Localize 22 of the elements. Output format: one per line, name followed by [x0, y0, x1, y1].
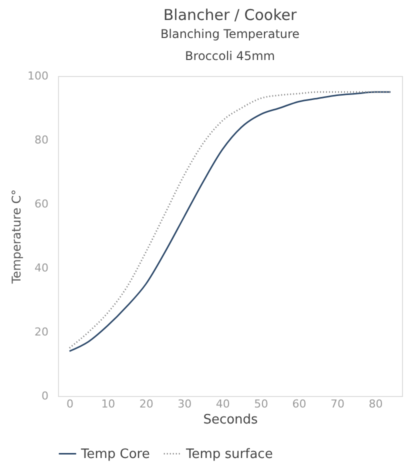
x-tick-label: 30 [178, 398, 192, 410]
y-tick-label: 100 [28, 70, 48, 82]
legend-label: Temp Core [80, 446, 150, 462]
x-tick-label: 10 [101, 398, 116, 410]
x-tick-label: 60 [292, 398, 306, 410]
y-tick-label: 20 [34, 326, 48, 338]
text: Broccoli 45mm [185, 49, 275, 63]
x-tick-label: 80 [368, 398, 383, 410]
x-tick-label: 40 [216, 398, 230, 410]
x-tick-label: 50 [254, 398, 268, 410]
y-tick-label: 60 [34, 198, 48, 210]
chart-title: Blancher / Cooker [163, 6, 298, 24]
x-tick-label: 70 [330, 398, 345, 410]
x-axis-title: Seconds [203, 412, 258, 428]
x-tick-label: 0 [66, 398, 74, 410]
y-axis-title: Temperature C° [10, 189, 24, 285]
legend-label: Temp surface [185, 446, 273, 462]
y-tick-label: 0 [42, 390, 48, 402]
y-tick-label: 40 [34, 262, 48, 274]
y-tick-label: 80 [34, 134, 48, 146]
x-tick-label: 20 [139, 398, 154, 410]
chart-subtitle: Blanching Temperature [160, 27, 300, 41]
